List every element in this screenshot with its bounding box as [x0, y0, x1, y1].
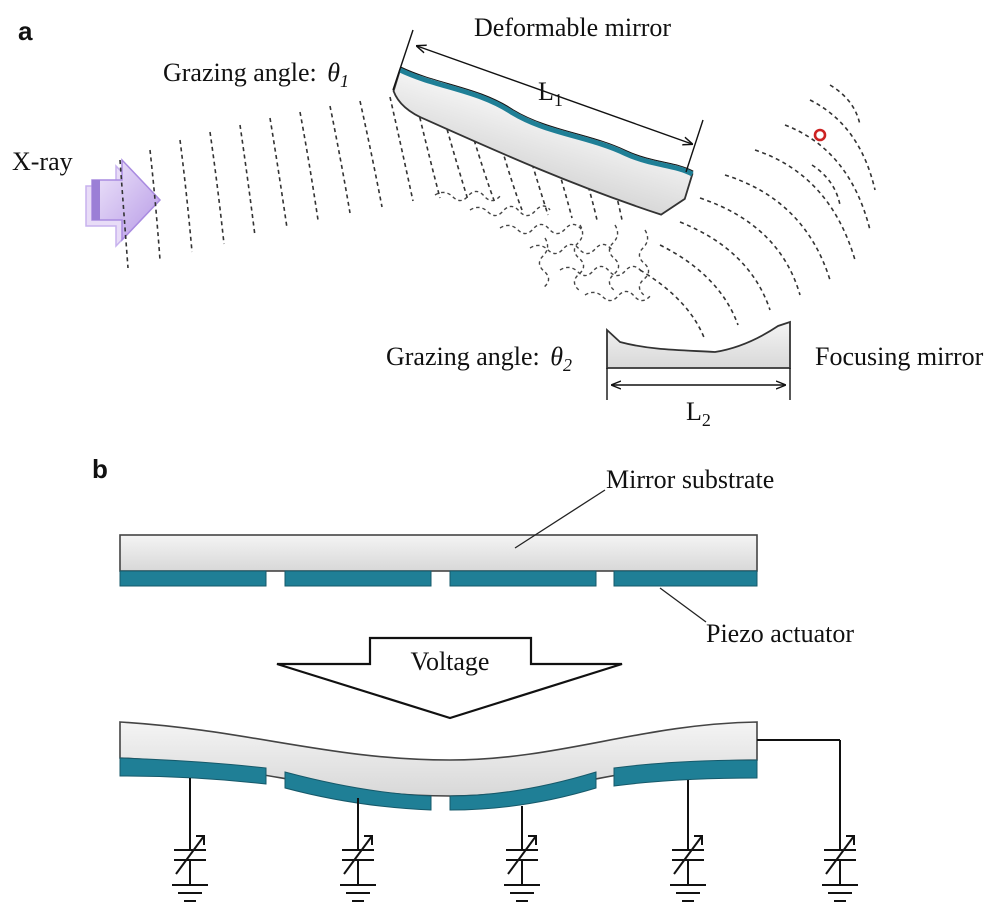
variable-capacitor-5-icon	[822, 835, 858, 902]
deformed-piezo-3	[449, 771, 597, 811]
grazing-angle-1-subscript: 1	[340, 71, 349, 91]
incoming-wavefronts	[119, 96, 623, 269]
flat-mirror-assembly	[119, 534, 758, 587]
focus-point-icon	[813, 128, 827, 142]
length-1-subscript: 1	[554, 90, 563, 110]
grazing-angle-2-symbol: θ	[550, 342, 563, 371]
deformed-substrate	[119, 721, 758, 797]
mirror-substrate-label: Mirror substrate	[606, 465, 774, 494]
focusing-mirror-label: Focusing mirror	[815, 342, 984, 371]
piezo-actuator-1	[119, 570, 267, 587]
variable-capacitor-2-icon	[340, 798, 376, 902]
grazing-angle-2-label: Grazing angle: θ2	[386, 342, 572, 375]
substrate-leader-line	[514, 489, 606, 549]
panel-b-label: b	[92, 454, 108, 484]
deformed-piezo-1	[119, 757, 267, 785]
deformable-mirror-label: Deformable mirror	[474, 13, 671, 42]
piezo-actuator-label: Piezo actuator	[706, 619, 854, 648]
length-1-dimension	[417, 46, 692, 144]
grazing-angle-1-symbol: θ	[327, 58, 340, 87]
deformed-piezo-2	[284, 771, 432, 811]
piezo-actuator-4	[613, 570, 758, 587]
xray-label: X-ray	[12, 147, 73, 176]
variable-capacitor-4-icon	[670, 780, 706, 902]
deformed-piezo-4	[613, 759, 758, 787]
xray-arrow-icon	[85, 158, 162, 248]
grazing-angle-1-label: Grazing angle: θ1	[163, 58, 349, 91]
length-1-symbol: L	[538, 77, 554, 106]
mirror-substrate	[119, 534, 758, 572]
voltage-arrow-icon	[276, 636, 623, 720]
voltage-label: Voltage	[411, 647, 490, 676]
voltage-circuits	[172, 739, 858, 902]
grazing-angle-2-subscript: 2	[563, 355, 572, 375]
piezo-actuator-2	[284, 570, 432, 587]
length-2-symbol: L	[686, 397, 702, 426]
length-2-label: L2	[686, 397, 711, 430]
piezo-actuator-3	[449, 570, 597, 587]
panel-a-label: a	[18, 16, 33, 46]
grazing-angle-1-prefix: Grazing angle:	[163, 58, 323, 87]
length-1-label: L1	[538, 77, 563, 110]
variable-capacitor-1-icon	[172, 778, 208, 902]
focused-wavefronts	[639, 84, 876, 341]
reflected-wavefronts	[434, 190, 652, 302]
grazing-angle-2-prefix: Grazing angle:	[386, 342, 546, 371]
variable-capacitor-3-icon	[504, 806, 540, 902]
length-2-subscript: 2	[702, 410, 711, 430]
piezo-leader-line	[659, 587, 707, 623]
deformed-mirror-assembly	[119, 721, 758, 811]
focusing-mirror	[606, 320, 791, 369]
